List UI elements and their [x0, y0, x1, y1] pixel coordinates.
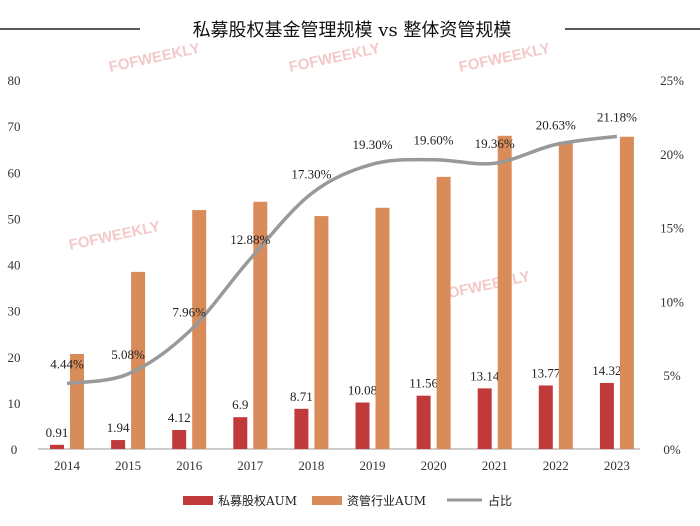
data-label-ratio: 7.96% — [172, 305, 206, 320]
bar-am-aum — [558, 141, 573, 449]
x-tick-label: 2020 — [421, 458, 447, 473]
bar-pe-aum — [172, 429, 187, 449]
bar-am-aum — [70, 353, 84, 449]
data-label-ratio: 17.30% — [291, 167, 331, 182]
x-tick-label: 2015 — [115, 458, 141, 473]
data-label-ratio: 20.63% — [536, 118, 576, 133]
x-tick-label: 2022 — [543, 458, 569, 473]
chart-title: 私募股权基金管理规模 vs 整体资管规模 — [193, 20, 512, 41]
data-label-pe-aum: 13.14 — [470, 368, 500, 383]
legend-label-ratio: 占比 — [488, 493, 512, 508]
data-label-pe-aum: 13.77 — [531, 365, 561, 380]
y-tick-label: 10 — [8, 396, 21, 411]
bar-pe-aum — [538, 385, 553, 449]
data-label-ratio: 12.88% — [230, 232, 270, 247]
y-tick-label: 0 — [11, 442, 18, 457]
y-tick-label: 50 — [8, 211, 21, 226]
watermark-text: FOFWEEKLY — [287, 40, 381, 76]
x-tick-label: 2018 — [298, 458, 324, 473]
y2-tick-label: 10% — [660, 294, 684, 309]
y2-tick-label: 25% — [660, 73, 684, 88]
data-label-pe-aum: 11.56 — [409, 376, 438, 391]
bar-pe-aum — [477, 388, 492, 449]
bar-pe-aum — [111, 440, 126, 449]
legend-label-pe: 私募股权AUM — [218, 494, 297, 508]
y2-tick-label: 0% — [663, 442, 681, 457]
legend-swatch-pe — [183, 496, 213, 505]
data-label-pe-aum: 1.94 — [107, 420, 130, 435]
y-tick-label: 20 — [8, 350, 21, 365]
bar-pe-aum — [50, 444, 64, 449]
bar-am-aum — [436, 176, 451, 450]
data-label-pe-aum: 8.71 — [290, 389, 313, 404]
watermark-text: FOFWEEKLY — [67, 218, 161, 254]
data-label-ratio: 21.18% — [597, 109, 637, 124]
data-label-ratio: 5.08% — [111, 347, 145, 362]
bar-pe-aum — [416, 395, 431, 449]
bar-am-aum — [375, 207, 390, 449]
legend-label-am: 资管行业AUM — [347, 493, 426, 508]
y-tick-label: 40 — [8, 258, 21, 273]
data-label-pe-aum: 14.32 — [592, 363, 621, 378]
data-label-pe-aum: 4.12 — [168, 410, 191, 425]
watermark-text: FOFWEEKLY — [437, 268, 531, 304]
bar-pe-aum — [294, 408, 309, 449]
y-tick-label: 70 — [8, 119, 21, 134]
y2-tick-label: 5% — [663, 368, 681, 383]
data-label-pe-aum: 0.91 — [46, 425, 69, 440]
legend: 私募股权AUM 资管行业AUM 占比 — [183, 493, 512, 508]
bar-pe-aum — [599, 382, 614, 449]
x-tick-label: 2016 — [176, 458, 203, 473]
bar-pe-aum — [355, 402, 370, 449]
y-tick-label: 80 — [8, 73, 21, 88]
bar-am-aum — [314, 216, 329, 449]
bar-am-aum — [253, 201, 268, 449]
x-tick-label: 2023 — [604, 458, 630, 473]
line-ratio — [66, 134, 618, 386]
x-tick-label: 2017 — [237, 458, 264, 473]
x-tick-label: 2014 — [54, 458, 81, 473]
y-tick-label: 30 — [8, 304, 21, 319]
data-label-ratio: 4.44% — [50, 356, 84, 371]
x-tick-label: 2021 — [482, 458, 508, 473]
legend-swatch-am — [312, 496, 342, 505]
data-label-pe-aum: 10.08 — [348, 383, 377, 398]
watermark-text: FOFWEEKLY — [457, 40, 551, 76]
y-tick-label: 60 — [8, 165, 21, 180]
bar-am-aum — [619, 136, 634, 449]
y2-tick-label: 20% — [660, 147, 684, 162]
x-tick-label: 2019 — [360, 458, 386, 473]
bar-am-aum — [192, 210, 207, 449]
bar-am-aum — [497, 135, 512, 449]
bar-am-aum — [131, 271, 146, 449]
watermark-text: FOFWEEKLY — [107, 40, 201, 76]
data-label-ratio: 19.60% — [414, 133, 454, 148]
data-label-ratio: 19.36% — [475, 136, 515, 151]
bar-pe-aum — [233, 417, 248, 449]
y2-tick-label: 15% — [660, 221, 684, 236]
data-label-ratio: 19.30% — [352, 137, 392, 152]
data-label-pe-aum: 6.9 — [232, 397, 248, 412]
